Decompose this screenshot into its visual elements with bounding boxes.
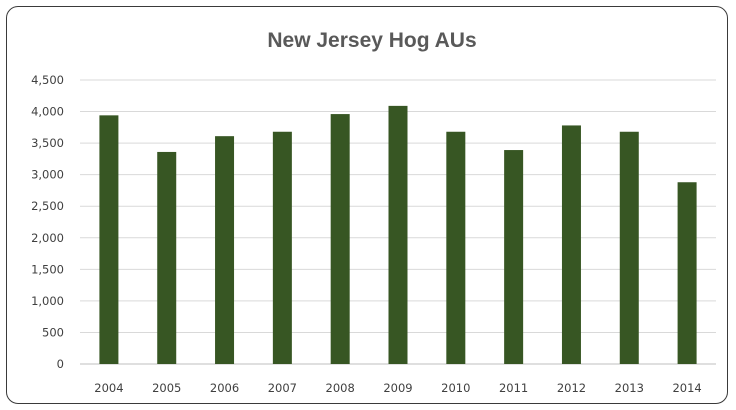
y-tick-label: 2,000 (31, 231, 64, 245)
chart-title: New Jersey Hog AUs (267, 29, 476, 52)
y-tick-label: 4,500 (31, 73, 64, 87)
bar-2004 (99, 115, 119, 364)
bar-2014 (677, 182, 697, 364)
y-tick-label: 1,000 (31, 294, 64, 308)
bar-2012 (561, 125, 581, 364)
x-tick-label: 2004 (94, 381, 123, 395)
y-tick-label: 2,500 (31, 199, 64, 213)
bar-2009 (388, 105, 408, 365)
bar-2007 (272, 131, 292, 364)
x-axis-ticks: 2004 2005 2006 2007 2008 2009 2010 2011 2012 2013… (94, 381, 701, 395)
x-tick-label: 2005 (152, 381, 181, 395)
y-axis-ticks: 0 500 1,000 1,500 2,000 2,500 3,000 3,500 4,000 4… (31, 73, 64, 371)
y-tick-label: 4,000 (31, 105, 64, 119)
bar-2011 (504, 150, 524, 364)
bar-2006 (215, 136, 235, 364)
x-tick-label: 2012 (557, 381, 586, 395)
y-tick-label: 500 (42, 325, 64, 339)
y-tick-label: 0 (57, 357, 64, 371)
y-tick-label: 1,500 (31, 262, 64, 276)
x-tick-label: 2010 (441, 381, 470, 395)
y-tick-label: 3,500 (31, 136, 64, 150)
x-tick-label: 2011 (499, 381, 528, 395)
x-tick-label: 2014 (672, 381, 701, 395)
bar-2010 (446, 131, 466, 364)
bar-2005 (157, 151, 177, 364)
x-tick-label: 2006 (210, 381, 239, 395)
x-tick-label: 2007 (268, 381, 297, 395)
bar-2008 (330, 114, 350, 364)
bar-2013 (619, 131, 639, 364)
y-tick-label: 3,000 (31, 168, 64, 182)
x-tick-label: 2008 (326, 381, 355, 395)
x-tick-label: 2009 (383, 381, 412, 395)
chart-frame (6, 6, 728, 404)
bars (99, 105, 697, 365)
x-tick-label: 2013 (615, 381, 644, 395)
